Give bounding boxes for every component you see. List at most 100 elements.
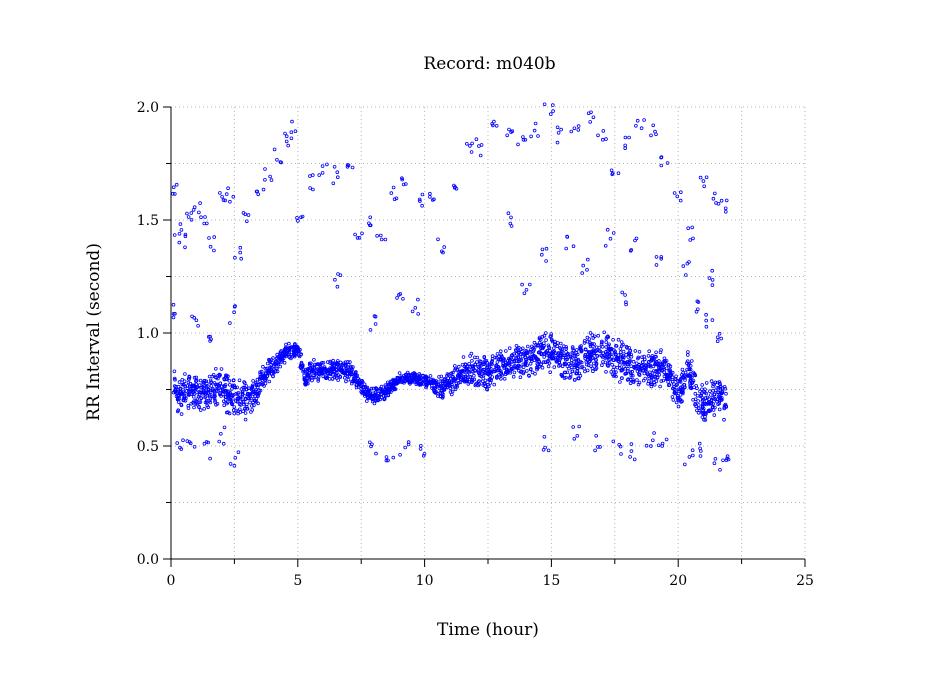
data-point xyxy=(525,344,530,349)
data-point xyxy=(382,396,386,401)
outlier-point xyxy=(289,136,294,141)
data-point xyxy=(704,381,709,385)
data-point xyxy=(529,359,534,363)
outlier-point xyxy=(656,443,661,448)
data-point xyxy=(651,364,656,369)
outlier-point xyxy=(629,449,634,453)
data-point xyxy=(594,361,599,366)
data-point xyxy=(655,375,660,380)
outlier-point xyxy=(418,199,422,203)
outlier-point xyxy=(420,192,425,197)
data-point xyxy=(715,385,720,390)
outlier-point xyxy=(345,163,350,167)
data-point xyxy=(722,417,726,422)
outlier-point xyxy=(506,211,511,216)
data-point xyxy=(537,336,542,341)
outlier-point xyxy=(533,121,538,126)
outlier-point xyxy=(598,445,602,449)
data-point xyxy=(576,376,580,381)
data-point xyxy=(712,392,717,397)
outlier-point xyxy=(192,444,197,449)
data-point xyxy=(548,334,552,339)
outlier-point xyxy=(401,182,406,187)
data-point xyxy=(360,380,365,384)
outlier-point xyxy=(509,130,513,134)
data-point xyxy=(460,362,465,367)
data-point xyxy=(399,374,404,379)
data-point xyxy=(620,368,625,372)
outlier-point xyxy=(690,225,694,230)
grid xyxy=(170,106,806,560)
outlier-point xyxy=(189,218,194,222)
data-point xyxy=(628,381,633,386)
data-point xyxy=(517,363,521,368)
outlier-point xyxy=(410,309,415,314)
data-point xyxy=(540,365,545,370)
data-point xyxy=(207,394,212,399)
outlier-point xyxy=(477,144,481,148)
data-point xyxy=(236,390,241,395)
data-point xyxy=(672,391,677,395)
data-point xyxy=(269,372,274,376)
data-point xyxy=(527,356,532,361)
data-point xyxy=(690,381,694,386)
outlier-point xyxy=(665,161,670,165)
data-point xyxy=(657,359,661,363)
data-point xyxy=(625,359,630,364)
data-point xyxy=(466,382,471,386)
outlier-point xyxy=(596,445,600,449)
data-point xyxy=(682,385,687,390)
data-point xyxy=(250,383,255,388)
data-point xyxy=(197,393,202,397)
data-point xyxy=(592,342,596,346)
data-point xyxy=(711,408,716,412)
data-point xyxy=(265,361,270,366)
outlier-point xyxy=(628,455,632,459)
data-point xyxy=(678,387,682,392)
data-point xyxy=(298,352,303,357)
outlier-point xyxy=(208,244,213,249)
data-point xyxy=(600,363,604,368)
data-point xyxy=(172,376,177,381)
data-point xyxy=(192,375,197,380)
data-point xyxy=(346,377,351,382)
data-point xyxy=(477,365,482,370)
outlier-point xyxy=(711,196,716,201)
data-point xyxy=(499,372,503,376)
data-point xyxy=(577,371,582,376)
data-point xyxy=(212,381,217,385)
data-point xyxy=(605,335,609,339)
outlier-point xyxy=(586,111,591,116)
data-point xyxy=(256,401,260,406)
outlier-point xyxy=(207,236,211,240)
outlier-point xyxy=(228,462,233,466)
data-point xyxy=(627,345,631,350)
data-point xyxy=(570,369,574,374)
data-point xyxy=(440,390,445,395)
data-point xyxy=(279,349,284,353)
data-point xyxy=(250,385,255,390)
data-point xyxy=(241,385,246,390)
data-point xyxy=(505,359,510,363)
outlier-point xyxy=(544,259,548,263)
data-point xyxy=(501,357,506,361)
data-point xyxy=(327,377,332,381)
data-point xyxy=(631,380,636,384)
data-point xyxy=(182,383,186,387)
data-point xyxy=(693,391,698,396)
data-point xyxy=(493,355,497,360)
data-point xyxy=(208,390,213,395)
outlier-point xyxy=(436,237,440,242)
data-point xyxy=(266,369,271,374)
data-point xyxy=(641,378,646,383)
data-point xyxy=(204,379,209,384)
data-point xyxy=(390,384,395,389)
outlier-point xyxy=(335,284,340,289)
outlier-point xyxy=(704,318,708,323)
data-point xyxy=(349,369,353,374)
data-point xyxy=(688,384,693,389)
data-point xyxy=(637,373,642,377)
data-point xyxy=(205,398,209,403)
outlier-point xyxy=(391,455,396,460)
